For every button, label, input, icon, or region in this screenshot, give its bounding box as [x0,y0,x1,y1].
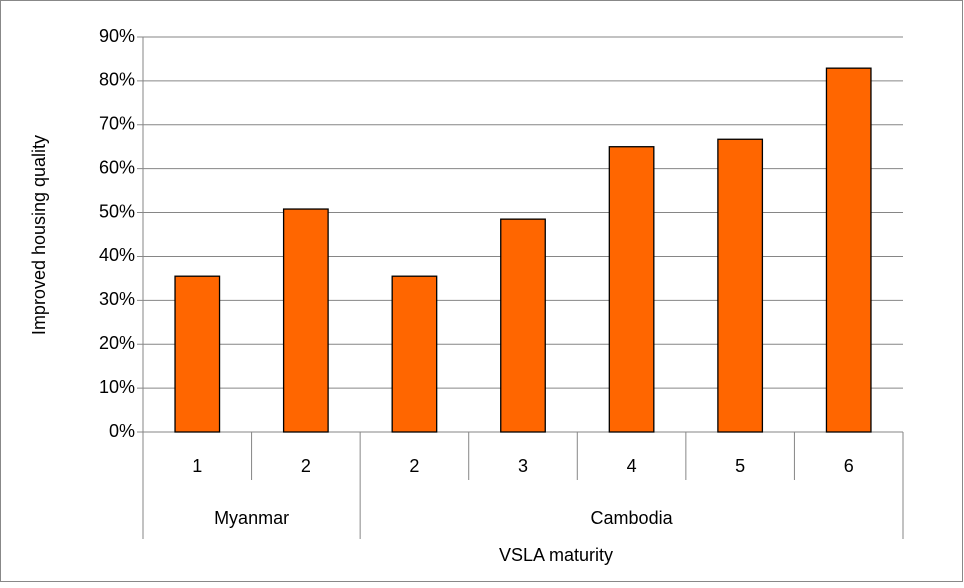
x-tick-label: 4 [627,456,637,476]
bar [717,138,764,433]
y-tick-label: 40% [99,245,135,265]
bar [391,275,438,433]
y-tick-label: 20% [99,333,135,353]
group-label: Myanmar [214,508,289,528]
y-tick-label: 0% [109,421,135,441]
bar [825,67,872,433]
bar [500,218,546,433]
bar [174,275,221,433]
x-tick-label: 5 [735,456,745,476]
bar [608,146,655,433]
group-label: Cambodia [591,508,674,528]
y-tick-label: 50% [99,201,135,221]
y-tick-label: 60% [99,157,135,177]
x-tick-label: 2 [301,456,311,476]
x-tick-label: 6 [844,456,854,476]
y-tick-label: 10% [99,377,135,397]
x-tick-label: 3 [518,456,528,476]
y-tick-label: 90% [99,26,135,46]
y-tick-label: 80% [99,70,135,90]
y-axis-label: Improved housing quality [29,135,49,335]
bar [282,208,329,433]
y-tick-label: 30% [99,289,135,309]
x-tick-label: 1 [192,456,202,476]
y-tick-label: 70% [99,114,135,134]
x-axis-label: VSLA maturity [499,545,613,565]
x-tick-label: 2 [409,456,419,476]
